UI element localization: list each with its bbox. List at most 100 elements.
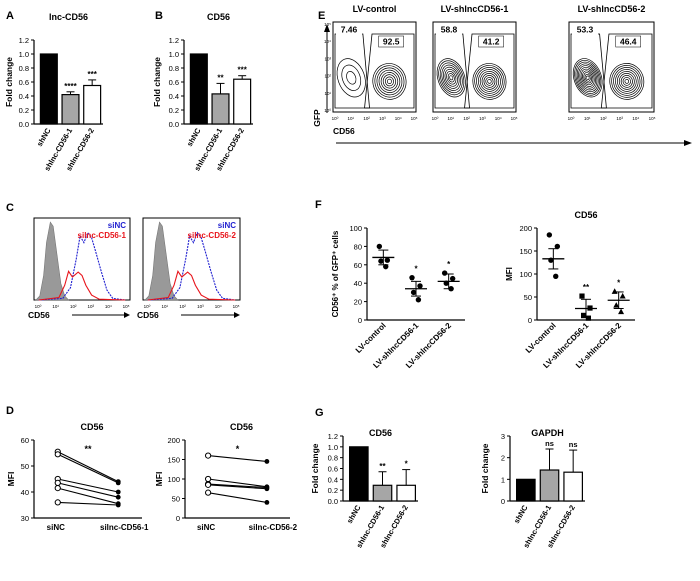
y-tick-label: 60 xyxy=(354,261,362,270)
right-population-contour xyxy=(476,67,503,96)
left-population-contour xyxy=(580,68,595,87)
point-before xyxy=(205,481,212,488)
left-gate xyxy=(334,33,370,109)
right-gate xyxy=(364,33,415,109)
x-tick-label: 10⁵ xyxy=(411,116,418,121)
right-population-contour xyxy=(616,71,637,92)
y-tick-label: 1.2 xyxy=(328,432,338,441)
x-tick-label: 10⁴ xyxy=(495,116,502,121)
isotype-histogram xyxy=(144,221,179,301)
y-tick-label: 10¹ xyxy=(324,91,331,96)
gate-percentage: 46.4 xyxy=(620,37,637,47)
contour-frame xyxy=(332,21,417,113)
right-population-contour xyxy=(387,78,392,84)
y-tick-label: 200 xyxy=(519,224,532,233)
left-gate xyxy=(570,33,607,109)
x-tick-label: 10¹ xyxy=(52,304,59,309)
x-axis-label: CD56 xyxy=(28,310,50,320)
arrow-head xyxy=(234,312,240,318)
y-tick-label: 60 xyxy=(21,436,29,445)
y-tick-label: 0.4 xyxy=(19,92,29,101)
category-label: shNC xyxy=(345,503,363,525)
y-tick-label: 0.6 xyxy=(169,78,179,87)
y-tick-label: 100 xyxy=(167,475,180,484)
pair-line xyxy=(57,478,119,493)
right-population-contour xyxy=(474,65,505,98)
left-population-contour xyxy=(584,73,591,82)
x-tick-label: 10⁴ xyxy=(215,304,222,309)
y-tick-label: 50 xyxy=(172,495,180,504)
data-point xyxy=(409,274,415,281)
significance-label: ** xyxy=(583,283,590,292)
pair-line xyxy=(208,478,267,488)
y-tick-label: 0 xyxy=(358,316,362,325)
point-after xyxy=(264,486,270,492)
pair-line xyxy=(208,483,267,489)
bar xyxy=(396,484,416,502)
y-tick-label: 0 xyxy=(176,514,180,523)
y-tick-label: 0.2 xyxy=(169,106,179,115)
y-tick-label: 0.8 xyxy=(169,64,179,73)
x-tick-label: 10⁵ xyxy=(649,116,656,121)
legend-entry: siNC xyxy=(108,221,126,230)
left-population-contour xyxy=(443,66,460,89)
panel-letter: B xyxy=(155,10,163,22)
left-population-contour xyxy=(341,64,362,91)
left-population-contour xyxy=(449,75,454,81)
left-population-contour xyxy=(582,70,594,86)
x-tick-label: 10¹ xyxy=(348,116,355,121)
y-tick-label: 150 xyxy=(167,456,180,465)
x-tick-label: 10² xyxy=(70,304,77,309)
y-tick-label: 50 xyxy=(524,293,532,302)
y-tick-label: 100 xyxy=(349,224,362,233)
right-population-contour xyxy=(378,69,401,93)
category-label: siNC xyxy=(197,523,215,532)
point-before xyxy=(205,452,212,459)
significance-label: * xyxy=(414,265,418,274)
y-tick-label: 150 xyxy=(519,247,532,256)
left-population-contour xyxy=(583,72,592,84)
point-after xyxy=(115,480,121,486)
x-tick-label: 10³ xyxy=(197,304,204,309)
chart-title: GAPDH xyxy=(531,428,564,438)
left-population-contour-center xyxy=(586,76,589,80)
x-axis-label: CD56 xyxy=(333,126,355,136)
significance-label: * xyxy=(447,260,451,269)
left-population-contour xyxy=(438,60,465,96)
x-tick-label: 10⁴ xyxy=(105,304,112,309)
data-point xyxy=(378,258,384,264)
bar xyxy=(189,53,208,125)
gate-label-bg xyxy=(378,35,404,48)
bar xyxy=(211,93,230,125)
left-population-contour xyxy=(586,75,590,80)
y-tick-label: 80 xyxy=(354,242,362,251)
y-tick-label: 0 xyxy=(501,497,505,506)
y-tick-label: 50 xyxy=(21,462,29,471)
y-axis-label: MFI xyxy=(505,267,514,281)
right-population-contour xyxy=(487,79,492,84)
y-tick-label: 0.2 xyxy=(19,106,29,115)
left-population-contour xyxy=(579,66,596,89)
left-population-contour xyxy=(578,65,598,91)
legend-entry: silnc-CD56-2 xyxy=(188,231,237,240)
significance-label: *** xyxy=(237,66,247,75)
y-tick-label: 20 xyxy=(354,298,362,307)
x-tick-label: 10⁰ xyxy=(568,116,575,121)
data-point xyxy=(579,293,585,299)
data-point xyxy=(376,243,383,250)
right-population-contour-center xyxy=(625,80,628,83)
x-tick-label: 10⁰ xyxy=(35,304,42,309)
right-population-contour xyxy=(384,76,394,87)
pair-line xyxy=(208,455,267,462)
gate-label-bg xyxy=(436,24,462,35)
significance-label: ** xyxy=(379,462,386,471)
right-population-contour xyxy=(609,63,645,100)
right-population-contour xyxy=(624,79,630,84)
significance-label: ** xyxy=(84,444,92,454)
point-before xyxy=(205,489,212,496)
x-tick-label: 10¹ xyxy=(584,116,591,121)
y-tick-label: 40 xyxy=(354,279,362,288)
pair-line xyxy=(57,451,119,483)
gate-label-bg xyxy=(336,24,362,35)
arrow-head xyxy=(124,312,130,318)
